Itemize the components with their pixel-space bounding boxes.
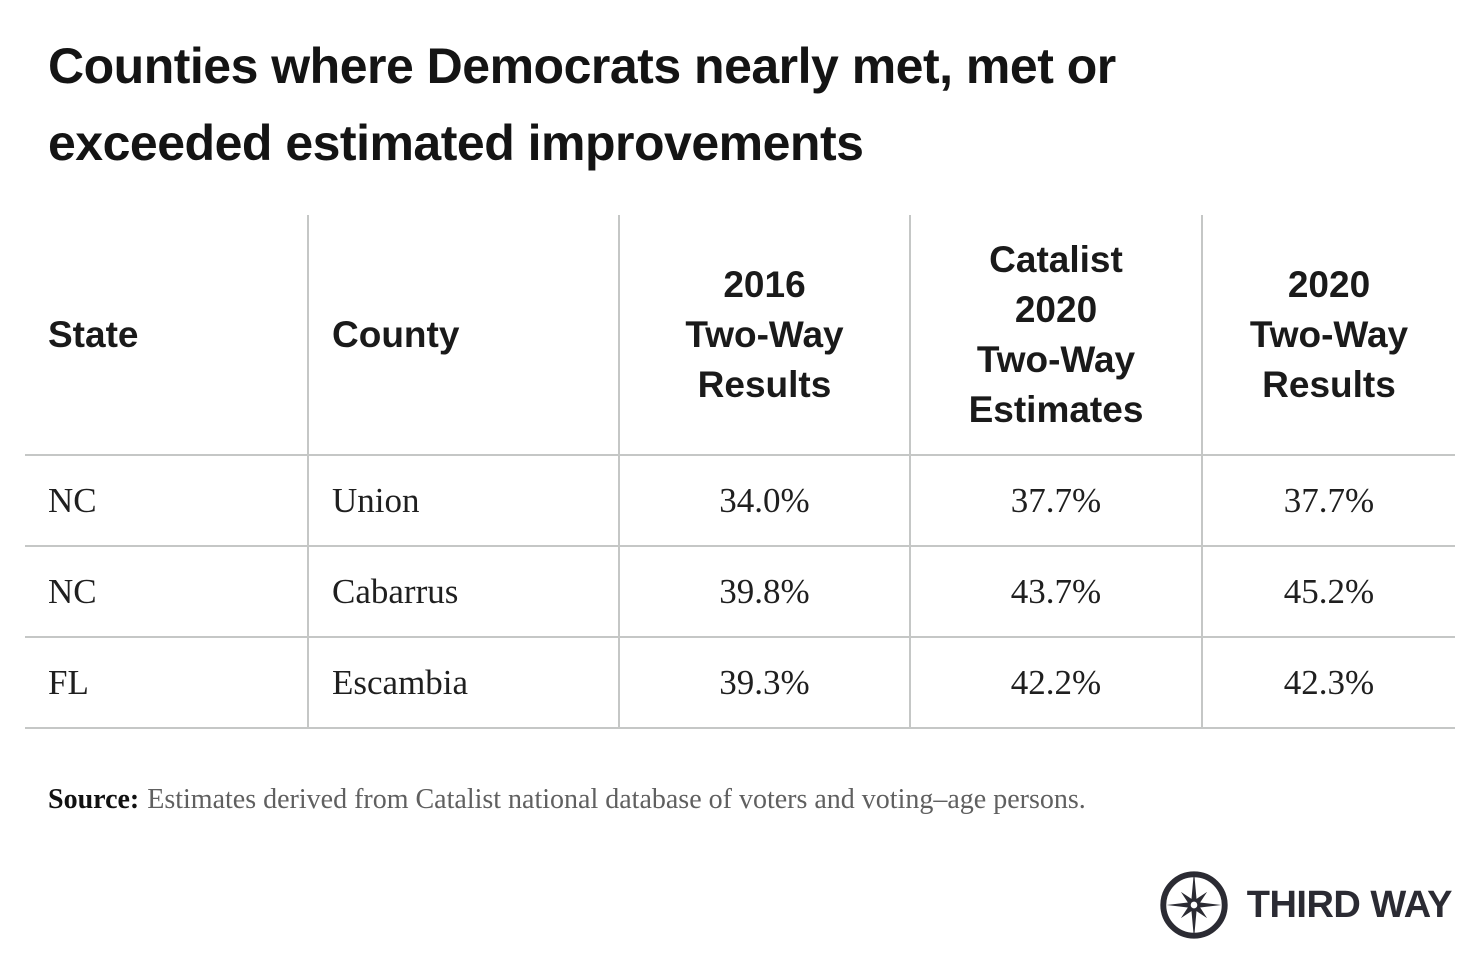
table-row: FL Escambia 39.3% 42.2% 42.3% bbox=[25, 637, 1455, 729]
cell-2020-results: 42.3% bbox=[1202, 637, 1455, 729]
brand-name: THIRD WAY bbox=[1246, 883, 1453, 926]
figure-title: Counties where Democrats nearly met, met… bbox=[48, 38, 1116, 171]
counties-table: State County 2016 Two-Way Results Catali… bbox=[25, 215, 1455, 729]
cell-2016-results: 39.3% bbox=[619, 637, 911, 729]
cell-state: FL bbox=[25, 637, 309, 729]
column-header-county: County bbox=[308, 215, 620, 456]
cell-county: Cabarrus bbox=[308, 546, 620, 638]
table-row: NC Cabarrus 39.8% 43.7% 45.2% bbox=[25, 546, 1455, 638]
table-row: NC Union 34.0% 37.7% 37.7% bbox=[25, 455, 1455, 547]
cell-county: Escambia bbox=[308, 637, 620, 729]
cell-2020-results: 37.7% bbox=[1202, 455, 1455, 547]
cell-catalist-estimate: 42.2% bbox=[910, 637, 1203, 729]
source-text: Estimates derived from Catalist national… bbox=[147, 784, 1086, 815]
column-header-catalist-2020-estimates: Catalist 2020 Two-Way Estimates bbox=[910, 215, 1203, 456]
table-header-row: State County 2016 Two-Way Results Catali… bbox=[25, 215, 1455, 456]
column-header-2016-two-way-results: 2016 Two-Way Results bbox=[619, 215, 911, 456]
cell-county: Union bbox=[308, 455, 620, 547]
third-way-logo: THIRD WAY bbox=[1157, 868, 1453, 942]
cell-2016-results: 34.0% bbox=[619, 455, 911, 547]
column-header-2020-two-way-results: 2020 Two-Way Results bbox=[1202, 215, 1455, 456]
column-header-state: State bbox=[25, 215, 309, 456]
cell-state: NC bbox=[25, 455, 309, 547]
cell-catalist-estimate: 37.7% bbox=[910, 455, 1203, 547]
compass-star-icon bbox=[1160, 870, 1228, 940]
cell-state: NC bbox=[25, 546, 309, 638]
source-label: Source: bbox=[48, 784, 140, 815]
cell-2016-results: 39.8% bbox=[619, 546, 911, 638]
cell-catalist-estimate: 43.7% bbox=[910, 546, 1203, 638]
source-line: Source: Estimates derived from Catalist n… bbox=[48, 784, 1428, 816]
cell-2020-results: 45.2% bbox=[1202, 546, 1455, 638]
